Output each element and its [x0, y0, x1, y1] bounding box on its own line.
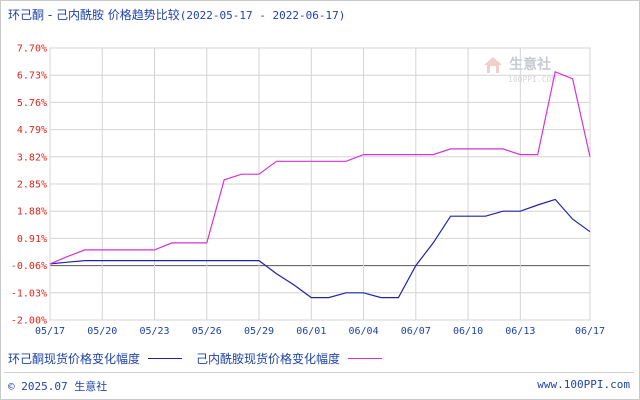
x-tick-label: 06/13 — [505, 326, 535, 337]
y-tick-label: 5.76% — [17, 98, 47, 109]
footer-copyright: © 2025.07 生意社 — [8, 380, 108, 393]
x-tick-label: 05/26 — [192, 326, 222, 337]
y-tick-label: 6.73% — [17, 71, 47, 82]
x-axis-ticks: 05/17 05/20 05/23 05/26 05/29 06/01 06/04 06/07… — [35, 326, 605, 337]
chart-title-text: 环己酮 - 己内酰胺 价格趋势比较 — [8, 8, 180, 22]
chart-title: 环己酮 - 己内酰胺 价格趋势比较(2022-05-17 - 2022-06-1… — [8, 6, 345, 23]
y-tick-label: 3.82% — [17, 152, 47, 163]
legend-label: 环己酮现货价格变化幅度 — [8, 352, 141, 366]
y-tick-label: 2.85% — [17, 180, 47, 191]
x-tick-label: 06/17 — [575, 326, 605, 337]
legend-label: 己内酰胺现货价格变化幅度 — [196, 352, 341, 366]
legend-item-cyclohexanone: 环己酮现货价格变化幅度 — [8, 350, 183, 367]
footer-divider — [4, 372, 634, 373]
x-tick-label: 06/01 — [296, 326, 326, 337]
y-tick-label: 1.88% — [17, 207, 47, 218]
legend-swatch — [148, 358, 183, 359]
y-tick-label: 0.91% — [17, 234, 47, 245]
watermark-sub: 100PPI.COM — [508, 74, 557, 84]
x-tick-label: 05/17 — [35, 326, 65, 337]
chart-legend: 环己酮现货价格变化幅度 己内酰胺现货价格变化幅度 — [8, 350, 396, 367]
y-tick-label: -0.06% — [11, 261, 47, 272]
legend-swatch — [348, 358, 383, 359]
series-line-0 — [49, 198, 591, 299]
y-tick-label: 4.79% — [17, 125, 47, 136]
line-chart: 7.70% 6.73% 5.76% 4.79% 3.82% 2.85% 1.88% 0.91%… — [11, 44, 605, 338]
chart-series — [49, 70, 591, 299]
x-tick-label: 06/10 — [453, 326, 483, 337]
y-axis-ticks: 7.70% 6.73% 5.76% 4.79% 3.82% 2.85% 1.88% 0.91%… — [11, 44, 47, 327]
house-icon — [484, 56, 502, 73]
legend-item-caprolactam: 己内酰胺现货价格变化幅度 — [196, 350, 383, 367]
series-line-1 — [49, 70, 591, 265]
y-tick-label: -1.03% — [11, 288, 47, 299]
chart-date-range: (2022-05-17 - 2022-06-17) — [179, 9, 346, 22]
watermark-text: 生意社 — [509, 57, 552, 73]
x-tick-label: 05/23 — [139, 326, 169, 337]
chart-grid — [49, 47, 591, 321]
x-tick-label: 06/07 — [401, 326, 431, 337]
watermark-logo: 生意社 100PPI.COM — [482, 54, 556, 84]
y-tick-label: 7.70% — [17, 44, 47, 55]
x-tick-label: 06/04 — [348, 326, 378, 337]
y-tick-label: -2.00% — [11, 316, 47, 327]
footer-site-link[interactable]: www.100PPI.com — [537, 378, 630, 391]
x-tick-label: 05/20 — [87, 326, 117, 337]
x-tick-label: 05/29 — [244, 326, 274, 337]
